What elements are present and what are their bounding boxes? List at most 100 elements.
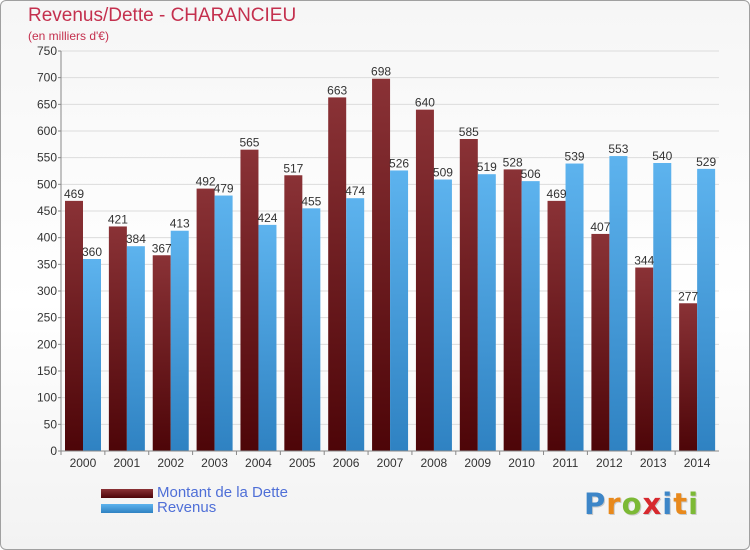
logo-letter: i [688,487,700,521]
x-tick-label: 2009 [464,456,491,470]
bar-debt [372,78,391,451]
bar-debt [284,175,303,451]
value-label-debt: 367 [152,241,172,255]
y-tick-label: 400 [37,231,57,245]
y-tick-label: 250 [37,311,57,325]
y-tick-label: 600 [37,124,57,138]
value-label-debt: 407 [590,220,610,234]
y-tick-label: 200 [37,337,57,351]
x-tick-label: 2007 [377,456,404,470]
bar-debt [328,97,347,452]
value-label-debt: 344 [634,254,654,268]
bar-debt [547,200,566,451]
x-tick-label: 2013 [640,456,667,470]
bar-revenus [170,230,189,451]
bar-debt [240,149,259,451]
bar-debt [196,188,215,451]
bar-revenus [390,170,409,451]
value-label-debt: 517 [283,161,303,175]
value-label-debt: 528 [503,155,523,169]
bar-revenus [258,224,277,451]
x-tick-label: 2010 [508,456,535,470]
value-label-debt: 698 [371,65,391,79]
value-label-debt: 565 [239,136,259,150]
value-label-revenus: 360 [82,245,102,259]
x-tick-label: 2014 [684,456,711,470]
value-label-revenus: 529 [696,155,716,169]
bar-debt [679,303,698,451]
bar-debt [415,109,434,452]
x-tick-label: 2008 [421,456,448,470]
bar-debt [152,255,171,451]
bar-debt [503,169,522,451]
bar-revenus [346,198,365,451]
legend-label-revenus: Revenus [157,499,217,516]
y-tick-label: 500 [37,177,57,191]
bar-debt [459,139,478,451]
legend-label-debt: Montant de la Dette [157,484,288,501]
y-tick-label: 50 [44,417,58,431]
y-tick-label: 550 [37,151,57,165]
bar-debt [591,233,610,451]
logo-letter: r [606,487,622,521]
bar-revenus [126,246,145,451]
value-label-debt: 469 [547,187,567,201]
logo-letter: t [673,487,689,521]
value-label-debt: 421 [108,212,128,226]
y-tick-label: 0 [50,444,57,458]
x-tick-label: 2011 [553,456,579,470]
bar-debt [108,226,127,451]
value-label-debt: 663 [327,83,347,97]
bar-revenus [302,208,321,451]
value-label-revenus: 506 [521,167,541,181]
logo-letter: P [584,487,607,521]
value-label-revenus: 455 [301,194,321,208]
bar-revenus [83,259,101,451]
legend-swatch-revenus [101,504,153,513]
value-label-revenus: 509 [433,166,453,180]
y-tick-label: 150 [37,364,57,378]
logo-letter: i [662,487,674,521]
y-tick-label: 750 [37,44,57,58]
x-tick-label: 2002 [157,456,184,470]
x-tick-label: 2012 [596,456,623,470]
value-label-revenus: 384 [126,232,146,246]
value-label-revenus: 540 [652,149,672,163]
value-label-revenus: 474 [345,184,365,198]
legend-swatch-debt [101,489,153,498]
y-tick-label: 350 [37,257,57,271]
value-label-debt: 277 [678,289,698,303]
bar-revenus [521,181,540,451]
y-tick-label: 100 [37,391,57,405]
x-tick-label: 2003 [201,456,228,470]
y-tick-label: 300 [37,284,57,298]
bar-revenus [609,156,628,452]
x-tick-label: 2006 [333,456,360,470]
proxiti-logo: Proxiti [584,487,699,521]
y-tick-label: 700 [37,71,57,85]
bars-layer [65,78,716,452]
chart-title: Revenus/Dette - CHARANCIEU [28,5,297,26]
bar-revenus [653,163,672,451]
value-label-revenus: 526 [389,156,409,170]
value-label-revenus: 479 [214,182,234,196]
x-tick-label: 2005 [289,456,316,470]
bar-revenus [477,174,496,451]
bar-revenus [697,168,716,451]
axis-layer: 0 50 100 150 200 250 300 350 400 450 500 550 600 650 7… [37,44,719,470]
value-label-debt: 469 [64,187,84,201]
value-label-revenus: 553 [608,142,628,156]
x-tick-label: 2001 [113,456,140,470]
x-tick-label: 2000 [70,456,97,470]
value-label-revenus: 519 [477,160,497,174]
logo-letter: o [621,487,643,521]
bar-revenus [565,163,584,452]
value-label-debt: 492 [196,175,216,189]
bar-revenus [214,195,233,451]
logo-letter: x [642,487,663,521]
x-tick-label: 2004 [245,456,272,470]
value-label-debt: 640 [415,96,435,110]
bar-revenus [433,179,452,452]
